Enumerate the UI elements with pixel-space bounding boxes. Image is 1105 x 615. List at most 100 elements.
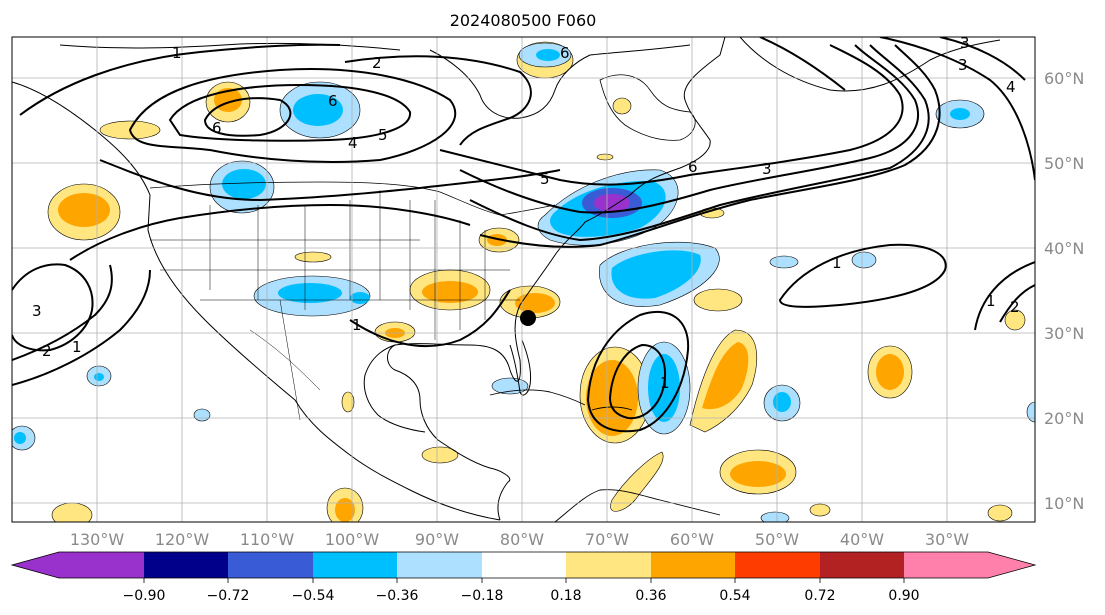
contour-label: 5 (540, 170, 550, 188)
negative-anomaly-core (773, 392, 791, 412)
colorbar-segment (482, 552, 566, 578)
contour-label: 1 (72, 338, 82, 356)
contour-line (608, 343, 666, 420)
negative-anomaly-core (278, 283, 342, 303)
negative-anomaly-core (950, 108, 970, 120)
contour-label: 1 (832, 254, 842, 272)
lon-label: 60°W (670, 530, 714, 549)
contour-line (759, 37, 846, 91)
colorbar-tick-label: −0.72 (207, 588, 250, 604)
contour-label: 1 (172, 44, 182, 62)
positive-anomaly-region (51, 502, 93, 522)
lon-label: 30°W (925, 530, 969, 549)
positive-anomaly-region (294, 251, 332, 263)
positive-anomaly-core (335, 498, 355, 522)
colorbar-segment (566, 552, 651, 578)
greenland-edge (739, 37, 1001, 92)
contour-line (439, 44, 904, 186)
negative-anomaly-core (94, 373, 104, 381)
lat-label: 10°N (1044, 494, 1084, 513)
negative-anomaly-region (193, 408, 211, 422)
positive-anomaly-region (612, 97, 632, 115)
positive-anomaly-region (693, 288, 743, 312)
us-canada-border (149, 181, 556, 216)
contour-label: 4 (348, 134, 358, 152)
contour-line (99, 159, 561, 202)
contour-line (349, 289, 511, 348)
colorbar-segment (144, 552, 228, 578)
contour-line (469, 44, 930, 242)
strong-negative-anomaly (594, 194, 630, 212)
contour-label: 6 (560, 44, 570, 62)
colorbar-tick-label: 0.54 (719, 588, 750, 604)
lon-label: 80°W (500, 530, 544, 549)
positive-anomaly-core (422, 281, 478, 303)
coastlines-and-borders (12, 37, 1001, 522)
lon-label: 120°W (155, 530, 210, 549)
colorbar-tick-label: −0.54 (292, 588, 335, 604)
lat-label: 30°N (1044, 324, 1084, 343)
contour-label: 1 (986, 292, 996, 310)
contour-line (879, 37, 1035, 181)
latitude-labels: 60°N 50°N 40°N 30°N 20°N 10°N (1044, 69, 1084, 513)
contour-labels: 1 2 6 6 5 5 4 3 1 1 2 3 3 1 1 2 6 4 6 3 … (32, 34, 1020, 392)
colorbar-segment (820, 552, 904, 578)
colorbar-segment (313, 552, 397, 578)
colorbar-segment (12, 552, 59, 578)
lon-label: 70°W (585, 530, 629, 549)
contour-label: 3 (32, 302, 42, 320)
negative-anomaly-core (222, 169, 266, 199)
contour-line (168, 83, 412, 142)
lat-label: 40°N (1044, 239, 1084, 258)
colorbar-tick-label: 0.36 (635, 588, 666, 604)
contour-label: 1 (660, 374, 670, 392)
canada-arctic-coastline (59, 42, 691, 56)
baffin-island (599, 74, 696, 141)
lon-label: 90°W (415, 530, 459, 549)
mexico-interior (249, 299, 321, 421)
storm-center-marker (520, 310, 536, 326)
colorbar-tick-label: −0.90 (123, 588, 166, 604)
positive-anomaly-region (421, 446, 459, 464)
contour-label: 2 (372, 54, 382, 72)
colorbar-tick-label: −0.36 (376, 588, 419, 604)
negative-anomaly-core (350, 292, 370, 304)
contour-line (203, 97, 292, 137)
negative-anomaly-region (851, 251, 877, 269)
contour-line (999, 284, 1035, 323)
positive-anomaly-region (1004, 309, 1026, 331)
colorbar-segment (735, 552, 820, 578)
contour-line (19, 43, 341, 116)
positive-anomaly-region (596, 153, 614, 161)
contour-label: 6 (688, 158, 698, 176)
colorbar: −0.90 −0.72 −0.54 −0.36 −0.18 0.18 0.36 … (10, 551, 1037, 604)
contour-line (12, 264, 113, 361)
contour-line (778, 243, 947, 308)
contour-lines (12, 37, 1035, 433)
contour-label: 6 (328, 92, 338, 110)
colorbar-tick-label: 0.72 (804, 588, 835, 604)
positive-anomaly-core (702, 342, 749, 410)
positive-anomaly-region (610, 451, 664, 512)
colorbar-outline (10, 551, 1037, 579)
map-frame (11, 36, 1036, 523)
contour-label: 5 (378, 126, 388, 144)
negative-anomaly-region (769, 255, 799, 269)
positive-anomaly-core (876, 354, 904, 390)
contour-line (974, 261, 1035, 331)
contour-label: 3 (762, 160, 772, 178)
negative-anomaly-core (293, 94, 343, 126)
florida (509, 339, 531, 396)
graticule (12, 37, 1035, 522)
contour-label: 3 (960, 34, 970, 52)
lat-label: 60°N (1044, 69, 1084, 88)
contour-line (479, 44, 941, 248)
contour-label: 2 (1010, 298, 1020, 316)
contour-label: 3 (958, 56, 968, 74)
negative-anomaly-core (14, 432, 26, 444)
positive-anomaly-region (987, 504, 1013, 522)
negative-anomaly-core (611, 250, 701, 299)
colorbar-tick-label: −0.18 (461, 588, 504, 604)
negative-anomaly-region (760, 511, 790, 522)
